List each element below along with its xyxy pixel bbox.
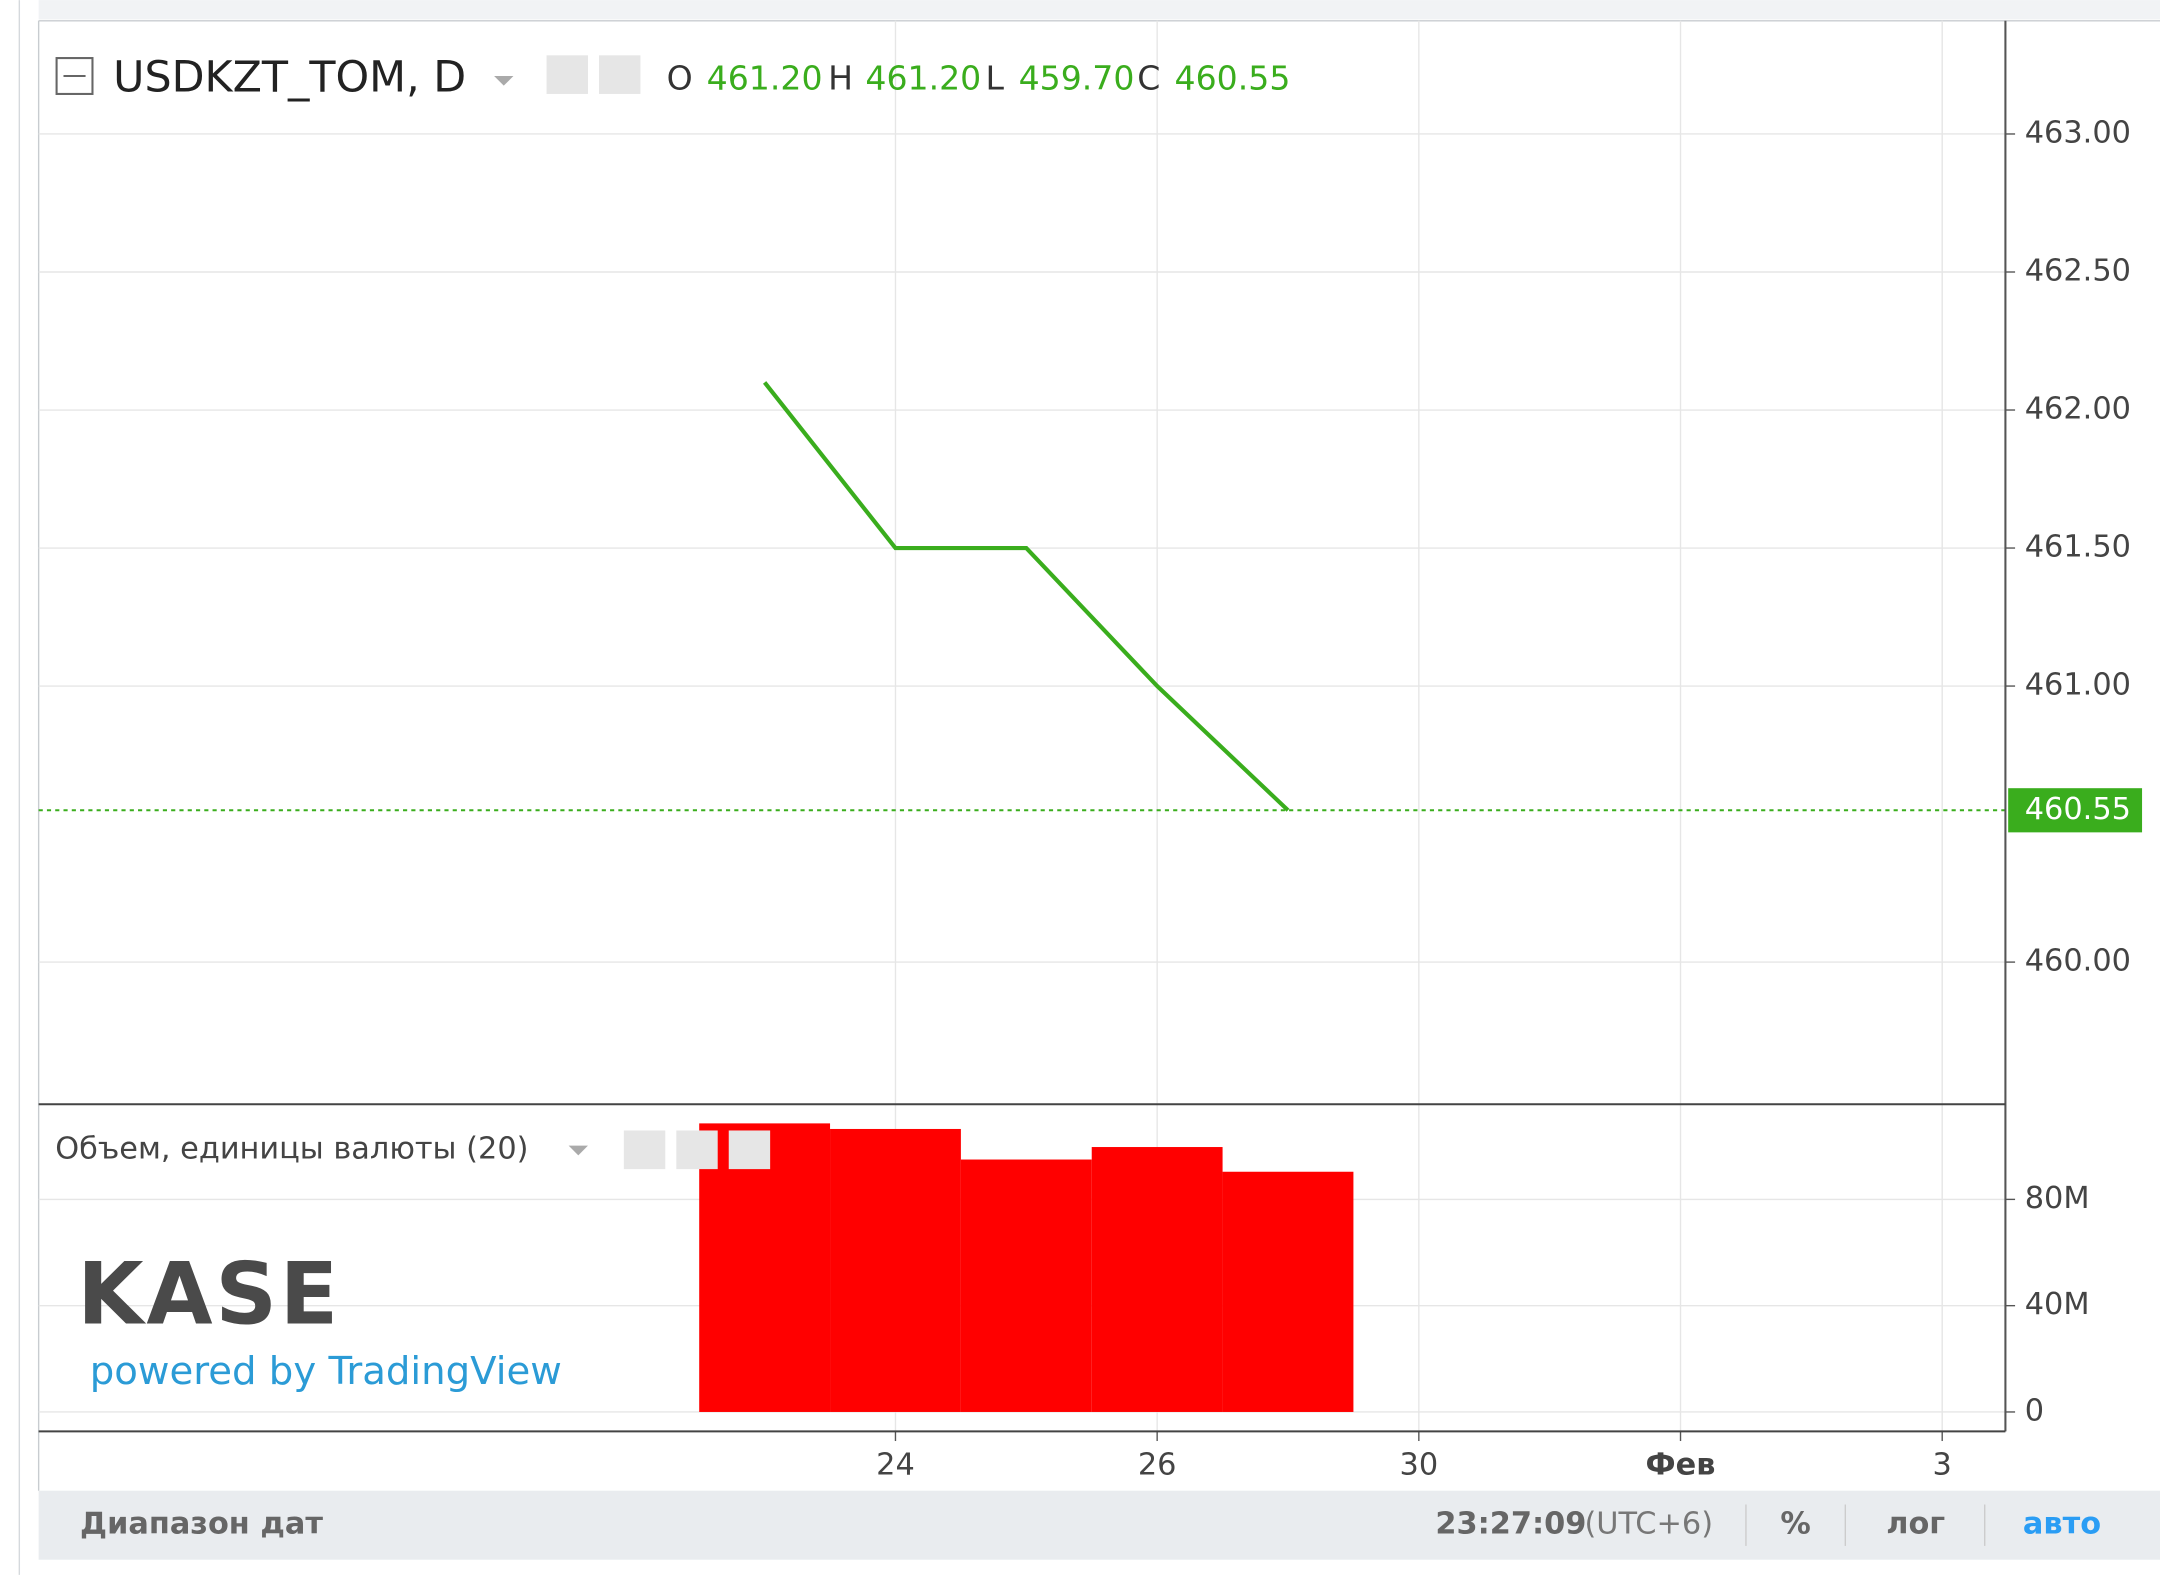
volume-bar [830,1128,961,1412]
volume-bar [1091,1147,1223,1412]
last-price-badge [2008,788,2143,833]
y-tick-label: 462.00 [2025,392,2131,427]
y-tick-label: 460.00 [2025,944,2131,979]
date-range-button[interactable]: Диапазон дат [80,1507,323,1542]
dropdown-arrow[interactable] [568,1145,588,1156]
ohlc-label: C [1137,59,1160,98]
log-button[interactable]: лог [1886,1507,1945,1542]
remove-button[interactable] [728,1130,771,1170]
last-price-label: 460.55 [2025,792,2131,827]
logo-tagline[interactable]: powered by TradingView [90,1349,562,1394]
volume-title: Объем, единицы валюты (20) [55,1131,528,1166]
price-line [763,381,1290,812]
ohlc-value: 459.70 [1019,59,1135,98]
y-tick-label: 461.00 [2025,668,2131,703]
ohlc-value: 461.20 [865,59,981,98]
percent-button[interactable]: % [1780,1507,1810,1542]
volume-bar [699,1123,831,1412]
y-tick-label: 463.00 [2025,115,2131,150]
ohlc-label: L [985,59,1004,98]
timezone[interactable]: (UTC+6) [1584,1507,1713,1542]
volume-bar [1222,1171,1354,1412]
ohlc-label: H [828,59,853,98]
y-tick-label: 80M [2025,1181,2090,1216]
settings-button[interactable] [599,55,641,94]
footer-bar [38,1490,2160,1560]
auto-button[interactable]: авто [2023,1507,2101,1542]
dropdown-arrow[interactable] [494,76,514,86]
y-tick-label: 462.50 [2025,253,2131,288]
y-tick-label: 40M [2025,1287,2090,1322]
settings-button[interactable] [676,1130,718,1170]
y-tick-label: 461.50 [2025,530,2131,565]
visibility-button[interactable] [623,1130,666,1170]
y-tick-label: 0 [2025,1393,2044,1428]
x-tick-label: 30 [1400,1447,1439,1482]
clock: 23:27:09 [1435,1507,1586,1542]
x-tick-label: 3 [1933,1447,1952,1482]
ohlc-label: O [667,59,693,98]
ohlc-readout: O 461.20 H 461.20 L 459.70 C 460.55 [667,59,1291,98]
visibility-button[interactable] [546,55,588,94]
ohlc-value: 460.55 [1175,59,1291,98]
marks-layer [38,381,2006,1412]
x-tick-label: 24 [876,1447,915,1482]
brand-logo: KASE [77,1246,341,1345]
x-tick-label: 26 [1138,1447,1177,1482]
symbol-title: USDKZT_TOM, D [113,53,466,103]
volume-bar [960,1159,1092,1412]
ohlc-value: 461.20 [707,59,823,98]
top-toolbar [38,0,2160,20]
x-tick-label: Фев [1646,1447,1716,1482]
